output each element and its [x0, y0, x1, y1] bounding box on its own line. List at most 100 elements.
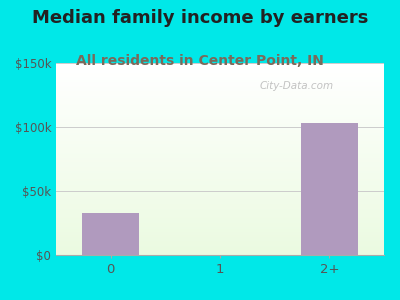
- Bar: [56, 230, 384, 231]
- Bar: [56, 113, 384, 114]
- Bar: [56, 178, 384, 179]
- Bar: [56, 251, 384, 252]
- Bar: [56, 170, 384, 172]
- Bar: [56, 192, 384, 194]
- Bar: [56, 110, 384, 112]
- Bar: [56, 240, 384, 241]
- Bar: [56, 148, 384, 149]
- Bar: [56, 204, 384, 205]
- Bar: [56, 66, 384, 67]
- Bar: [56, 106, 384, 108]
- Bar: [56, 87, 384, 88]
- Bar: [56, 182, 384, 183]
- Bar: [56, 141, 384, 142]
- Bar: [56, 165, 384, 167]
- Bar: [56, 191, 384, 192]
- Bar: [56, 78, 384, 80]
- Bar: [56, 122, 384, 123]
- Bar: [56, 105, 384, 106]
- Bar: [56, 86, 384, 87]
- Bar: [56, 153, 384, 154]
- Bar: [56, 188, 384, 190]
- Bar: [56, 222, 384, 223]
- Bar: [56, 121, 384, 122]
- Bar: [56, 236, 384, 237]
- Bar: [56, 167, 384, 168]
- Bar: [56, 67, 384, 68]
- Bar: [56, 69, 384, 71]
- Bar: [56, 228, 384, 230]
- Bar: [56, 123, 384, 124]
- Bar: [82, 213, 139, 255]
- Bar: [56, 101, 384, 103]
- Bar: [56, 124, 384, 126]
- Bar: [56, 219, 384, 220]
- Bar: [56, 220, 384, 222]
- Bar: [56, 119, 384, 121]
- Bar: [56, 99, 384, 100]
- Bar: [56, 68, 384, 69]
- Bar: [56, 73, 384, 74]
- Bar: [56, 197, 384, 199]
- Bar: [56, 146, 384, 148]
- Bar: [56, 90, 384, 91]
- Bar: [56, 247, 384, 249]
- Bar: [56, 200, 384, 201]
- Bar: [56, 72, 384, 73]
- Bar: [56, 249, 384, 250]
- Bar: [56, 88, 384, 90]
- Bar: [56, 244, 384, 245]
- Bar: [56, 218, 384, 219]
- Bar: [56, 176, 384, 177]
- Bar: [56, 227, 384, 228]
- Bar: [56, 140, 384, 141]
- Bar: [56, 100, 384, 101]
- Bar: [56, 209, 384, 210]
- Bar: [56, 109, 384, 110]
- Bar: [56, 74, 384, 76]
- Bar: [56, 201, 384, 202]
- Text: Median family income by earners: Median family income by earners: [32, 9, 368, 27]
- Bar: [56, 150, 384, 151]
- Bar: [56, 104, 384, 105]
- Bar: [56, 76, 384, 77]
- Bar: [56, 142, 384, 144]
- Bar: [56, 205, 384, 206]
- Bar: [56, 144, 384, 145]
- Bar: [56, 235, 384, 236]
- Bar: [56, 83, 384, 85]
- Bar: [56, 206, 384, 208]
- Bar: [56, 163, 384, 164]
- Bar: [56, 85, 384, 86]
- Bar: [56, 128, 384, 130]
- Bar: [56, 202, 384, 204]
- Bar: [56, 71, 384, 72]
- Bar: [56, 231, 384, 232]
- Bar: [56, 238, 384, 240]
- Bar: [56, 186, 384, 187]
- Bar: [56, 233, 384, 235]
- Bar: [56, 159, 384, 160]
- Bar: [56, 81, 384, 82]
- Bar: [56, 131, 384, 132]
- Bar: [56, 80, 384, 81]
- Bar: [56, 132, 384, 134]
- Bar: [56, 145, 384, 146]
- Bar: [56, 241, 384, 242]
- Bar: [56, 94, 384, 95]
- Bar: [56, 177, 384, 178]
- Bar: [56, 139, 384, 140]
- Bar: [56, 64, 384, 66]
- Bar: [56, 96, 384, 98]
- Bar: [56, 114, 384, 116]
- Bar: [56, 195, 384, 196]
- Bar: [56, 136, 384, 137]
- Bar: [56, 217, 384, 218]
- Bar: [56, 223, 384, 224]
- Bar: [56, 116, 384, 117]
- Bar: [56, 179, 384, 181]
- Bar: [56, 208, 384, 209]
- Bar: [56, 108, 384, 109]
- Bar: [56, 98, 384, 99]
- Bar: [56, 156, 384, 158]
